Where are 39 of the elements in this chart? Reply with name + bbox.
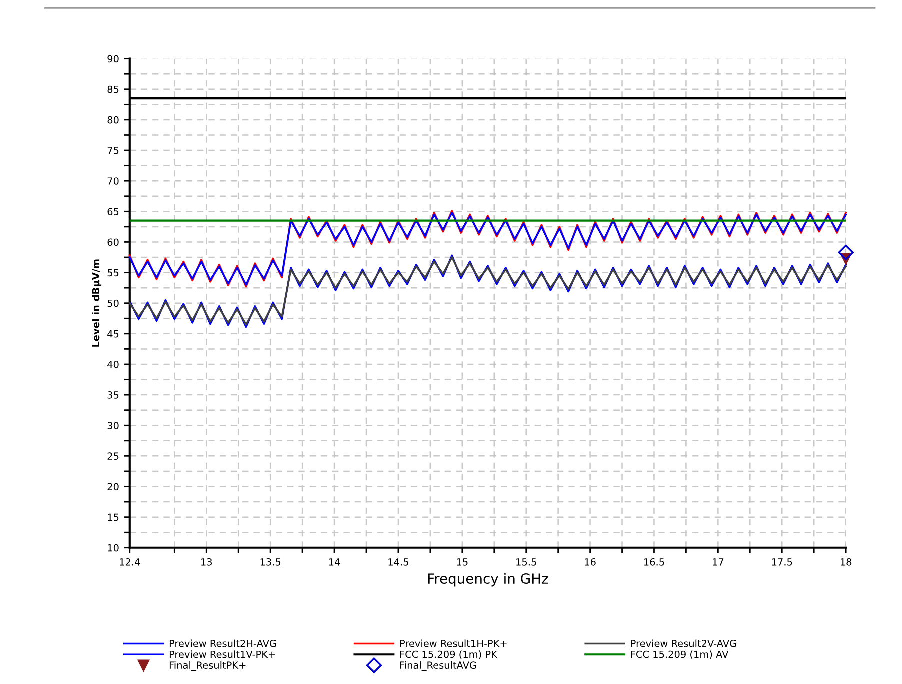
x-tick-label: 17 [713,558,724,566]
legend-label: Preview Result1V-PK+ [170,650,276,658]
legend-label: Preview Result1H-PK+ [400,640,507,648]
x-tick-label: 15 [457,558,468,566]
legend-label: Preview Result2H-AVG [170,640,276,648]
y-tick-label: 35 [108,392,119,399]
x-tick-label: 12.4 [120,558,140,566]
y-tick-label: 40 [108,360,119,368]
y-tick-label: 25 [108,452,119,460]
y-tick-label: 65 [108,208,119,216]
legend-label: Preview Result2V-AVG [631,640,736,648]
x-axis-title: Frequency in GHz [428,573,548,587]
x-tick-label: 14.5 [388,558,408,566]
y-tick-label: 10 [108,544,119,552]
x-tick-label: 14 [329,558,340,566]
legend-label: FCC 15.209 (1m) AV [631,650,729,660]
y-axis-title: Level in dBµV/m [92,260,102,347]
y-tick-label: 50 [108,300,119,308]
y-tick-label: 55 [108,269,119,277]
y-tick-label: 45 [108,330,119,338]
y-tick-label: 30 [108,422,119,430]
y-tick-label: 70 [108,178,119,185]
legend-label: Final_ResultPK+ [170,662,246,672]
x-tick-label: 18 [840,558,852,566]
legend-label: Final_ResultAVG [400,662,476,672]
y-tick-label: 90 [108,55,119,63]
y-tick-label: 15 [108,514,119,522]
x-tick-label: 17.5 [772,558,792,566]
y-tick-label: 60 [108,238,119,246]
x-tick-label: 15.5 [516,558,536,566]
x-tick-label: 13 [202,558,212,566]
legend-label: FCC 15.209 (1m) PK [400,650,498,660]
x-tick-label: 16.5 [644,558,664,566]
y-tick-label: 20 [108,483,119,491]
y-tick-label: 75 [108,147,119,154]
x-tick-label: 16 [585,558,596,566]
y-tick-label: 80 [108,116,119,124]
x-tick-label: 13.5 [260,558,281,566]
y-tick-label: 85 [108,86,119,94]
